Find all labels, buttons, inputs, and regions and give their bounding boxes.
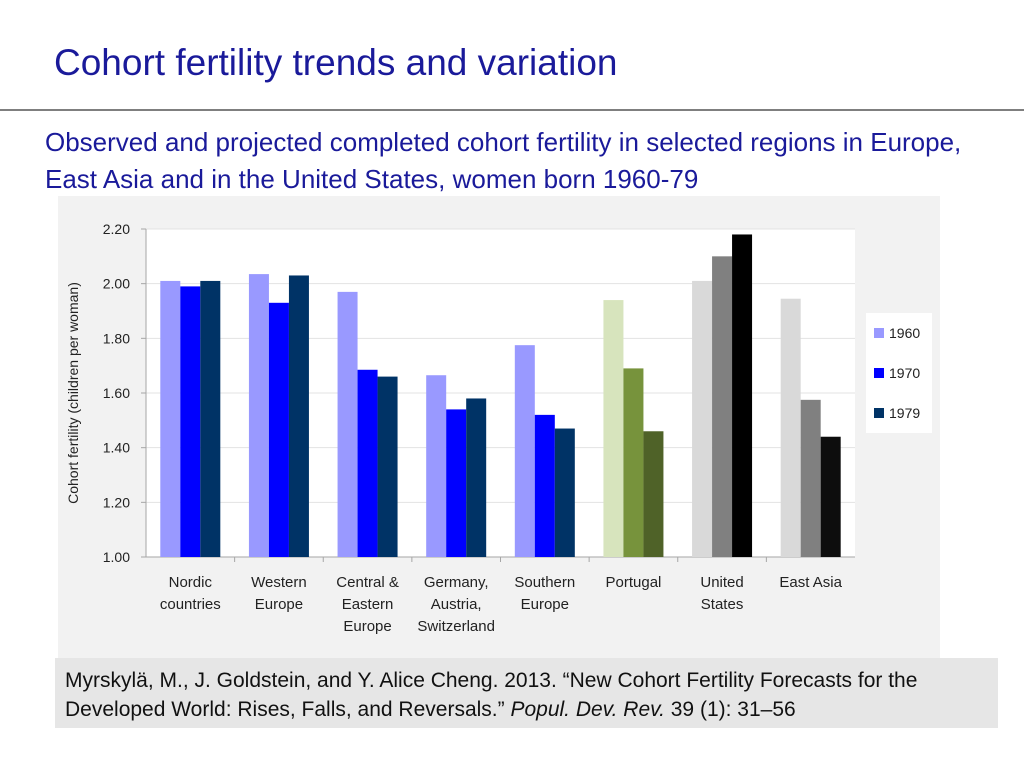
bar-1960-6 (692, 280, 713, 557)
bar-1979-0 (200, 280, 221, 557)
bar-1979-5 (643, 431, 664, 557)
x-tick-label: States (701, 596, 744, 613)
x-tick-label: Germany, (424, 574, 489, 591)
citation-text: Myrskylä, M., J. Goldstein, and Y. Alice… (65, 669, 918, 721)
bar-1970-5 (623, 368, 644, 557)
bar-1970-4 (534, 414, 555, 557)
citation-journal: Popul. Dev. Rev. (510, 698, 665, 721)
bar-1970-7 (800, 399, 821, 557)
bar-1960-0 (160, 280, 181, 557)
slide-title: Cohort fertility trends and variation (54, 42, 618, 83)
x-tick-label: Nordic (169, 574, 213, 591)
bar-chart: 1.00 1.20 1.40 1.60 1.80 2.00 2.20 Cohort ferti… (65, 221, 932, 635)
legend-swatch-1979 (874, 408, 884, 418)
x-tick-label: Europe (521, 596, 569, 613)
y-axis-label: Cohort fertility (children per woman) (65, 282, 81, 504)
legend-swatch-1970 (874, 368, 884, 378)
x-tick-label: Southern (514, 574, 575, 591)
bar-1979-4 (554, 428, 575, 557)
bar-1979-2 (377, 376, 398, 557)
x-tick-label: Portugal (606, 574, 662, 591)
bar-1960-4 (514, 345, 535, 557)
bar-1979-3 (466, 398, 487, 557)
bar-1960-3 (426, 375, 447, 557)
bar-1979-6 (732, 234, 753, 557)
bar-1960-7 (780, 298, 801, 557)
y-tick-label: 1.00 (103, 549, 130, 565)
x-tick-label: East Asia (779, 574, 842, 591)
y-tick-label: 1.20 (103, 494, 130, 510)
bar-1970-6 (712, 256, 733, 557)
legend-swatch-1960 (874, 328, 884, 338)
legend-label-1979: 1979 (889, 405, 920, 421)
x-tick-label: Western (251, 574, 307, 591)
x-tick-label: Austria, (431, 596, 482, 613)
chart-panel: 1.00 1.20 1.40 1.60 1.80 2.00 2.20 Cohort ferti… (58, 196, 940, 664)
bar-1960-1 (248, 274, 269, 557)
bar-1970-3 (446, 409, 467, 557)
y-tick-label: 2.20 (103, 221, 130, 237)
legend-label-1960: 1960 (889, 325, 920, 341)
y-tick-label: 1.40 (103, 440, 130, 456)
bar-1970-0 (180, 286, 201, 557)
bar-1960-5 (603, 300, 624, 557)
x-tick-label: countries (160, 596, 221, 613)
y-tick-label: 1.60 (103, 385, 130, 401)
bar-1960-2 (337, 291, 358, 557)
citation-volume: 39 (1): 31–56 (664, 698, 796, 721)
x-tick-label: Europe (343, 618, 391, 635)
y-tick-label: 2.00 (103, 276, 130, 292)
bar-1979-7 (820, 436, 841, 557)
x-tick-label: United (700, 574, 743, 591)
legend-label-1970: 1970 (889, 365, 920, 381)
x-tick-label: Central & (336, 574, 399, 591)
citation-box: Myrskylä, M., J. Goldstein, and Y. Alice… (55, 658, 998, 728)
chart-subtitle: Observed and projected completed cohort … (45, 127, 962, 194)
bar-1970-1 (268, 302, 289, 557)
x-tick-label: Eastern (342, 596, 394, 613)
y-tick-label: 1.80 (103, 330, 130, 346)
x-tick-label: Switzerland (417, 618, 495, 635)
bar-1979-1 (288, 275, 309, 557)
title-divider (0, 109, 1024, 111)
bar-1970-2 (357, 369, 378, 557)
x-tick-label: Europe (255, 596, 303, 613)
